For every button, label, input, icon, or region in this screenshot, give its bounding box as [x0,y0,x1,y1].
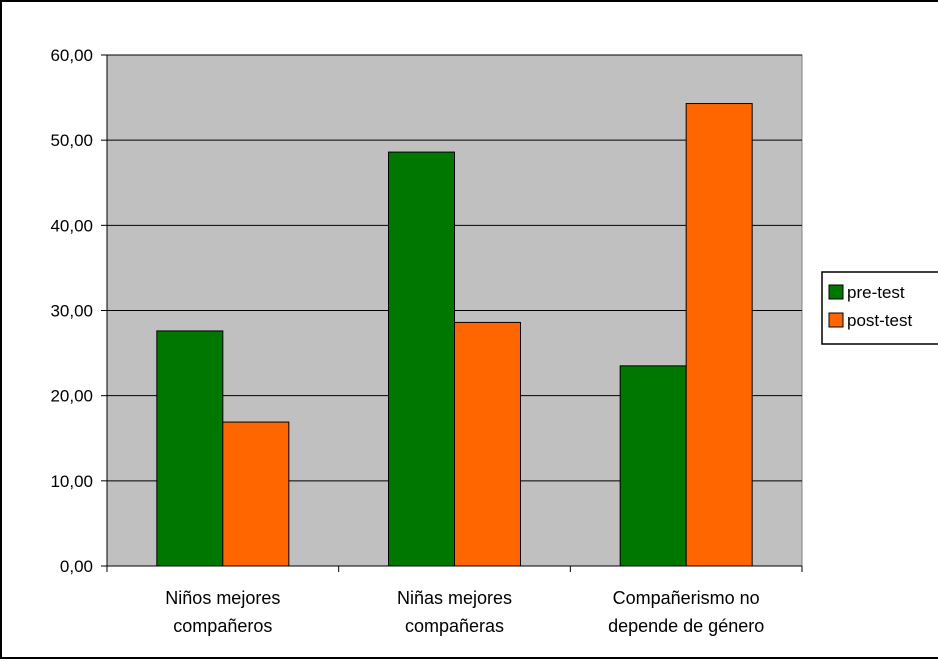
legend-label-pre-test: pre-test [847,283,905,302]
bar-post-test [685,103,753,567]
bar-post-test [454,321,521,567]
bar-pre-test [619,365,687,567]
legend-label-post-test: post-test [847,311,912,330]
y-tick-label: 30,00 [50,302,93,321]
y-tick-label: 10,00 [50,472,93,491]
bar-post-test [222,421,290,567]
bar-pre-test [156,330,224,567]
legend-swatch-pre-test [828,284,844,300]
axes: 0,00 10,00 20,00 30,00 40,00 50,00 60,00 Niños … [50,46,803,636]
y-tick-label: 50,00 [50,131,93,150]
x-category-label: compañeras [405,616,504,636]
y-tick-label: 60,00 [50,46,93,65]
y-tick-label: 20,00 [50,387,93,406]
x-category-label: Compañerismo no [613,588,760,608]
x-category-label: Niñas mejores [397,588,512,608]
y-tick-label: 0,00 [60,557,93,576]
legend-box [821,271,938,345]
y-tick-label: 40,00 [50,216,93,235]
legend-swatch-post-test [828,312,844,328]
x-category-label: depende de género [608,616,764,636]
bar-pre-test [388,151,455,567]
x-category-label: Niños mejores [165,588,280,608]
legend: pre-test post-test [821,271,938,345]
bars [156,103,753,567]
x-category-label: compañeros [173,616,272,636]
